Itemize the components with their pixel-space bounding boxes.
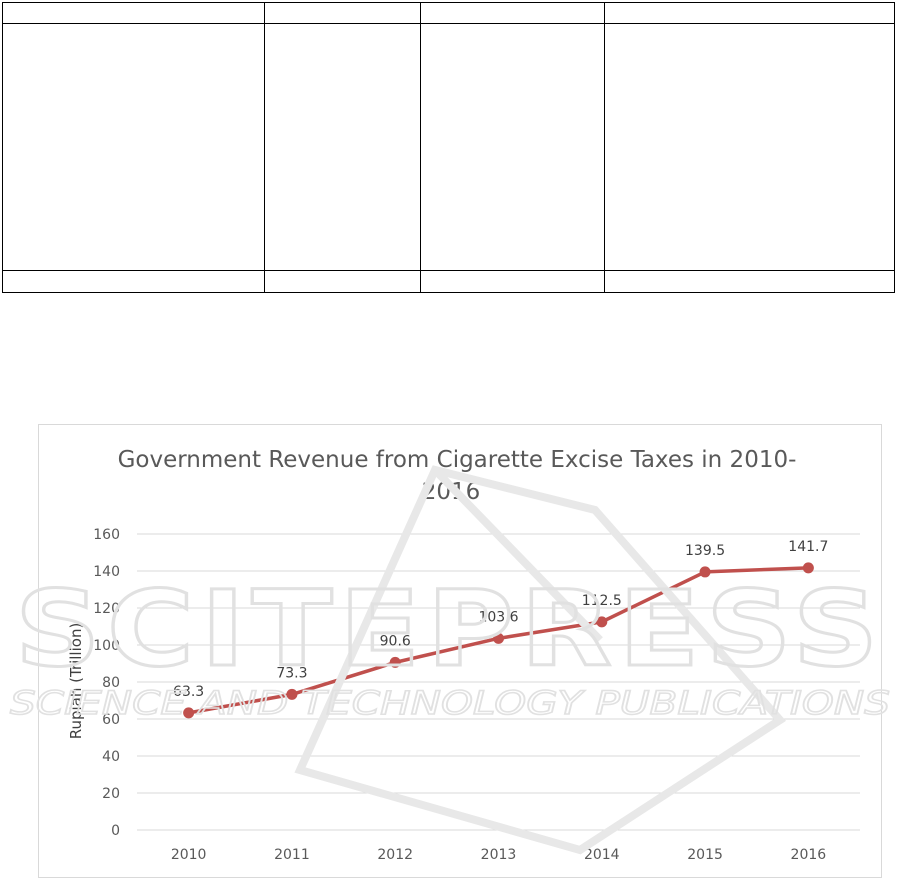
data-points (183, 562, 814, 719)
table-cell (604, 23, 895, 271)
data-point (389, 656, 401, 668)
data-label: 103.6 (478, 609, 518, 625)
data-point (802, 562, 814, 574)
x-tick-label: 2016 (791, 847, 827, 863)
y-tick-label: 0 (111, 823, 120, 839)
table-cell (420, 270, 605, 293)
y-tick-label: 40 (102, 749, 120, 765)
chart-frame: Government Revenue from Cigarette Excise… (38, 424, 882, 878)
y-axis-title: Rupiah (Trillion) (67, 623, 85, 740)
table-cell (264, 270, 421, 293)
y-tick-label: 100 (93, 638, 120, 654)
y-tick-label: 120 (93, 601, 120, 617)
data-label: 63.3 (173, 684, 204, 700)
y-tick-label: 160 (93, 527, 120, 543)
chart-title-line1: Government Revenue from Cigarette Excise… (118, 447, 797, 473)
x-tick-label: 2015 (687, 847, 723, 863)
y-tick-label: 140 (93, 564, 120, 580)
x-tick-label: 2010 (171, 847, 207, 863)
gridlines (137, 533, 860, 831)
table-cell (264, 2, 421, 24)
table-cell (420, 23, 605, 271)
empty-table (2, 2, 895, 293)
x-tick-label: 2012 (377, 847, 413, 863)
table-cell (2, 270, 265, 293)
table-cell (2, 2, 265, 24)
table-cell (264, 23, 421, 271)
data-point (493, 632, 504, 644)
y-tick-labels: 0 20 40 60 80 100 120 140 160 (93, 527, 120, 839)
table-cell (604, 2, 895, 24)
data-label: 90.6 (380, 633, 411, 649)
table-cell (2, 23, 265, 271)
table-cell (420, 2, 605, 24)
x-tick-label: 2011 (274, 847, 310, 863)
data-label: 112.5 (582, 593, 622, 609)
chart-title-line2: 2016 (422, 479, 481, 505)
data-labels: 63.3 73.3 90.6 103.6 112.5 139.5 141.7 (173, 539, 828, 700)
y-tick-label: 60 (102, 712, 120, 728)
x-tick-labels: 2010 2011 2012 2013 2014 2015 2016 (171, 847, 826, 863)
line-chart: Government Revenue from Cigarette Excise… (67, 447, 860, 863)
data-label: 141.7 (788, 539, 828, 555)
data-label: 139.5 (685, 543, 725, 559)
data-point (183, 707, 195, 719)
table-cell (604, 270, 895, 293)
data-point (699, 566, 711, 578)
x-tick-label: 2013 (481, 847, 517, 863)
x-tick-label: 2014 (584, 847, 620, 863)
y-tick-label: 20 (102, 786, 120, 802)
data-point (286, 688, 298, 700)
data-label: 73.3 (276, 665, 307, 681)
data-point (596, 616, 608, 628)
y-tick-label: 80 (102, 675, 120, 691)
